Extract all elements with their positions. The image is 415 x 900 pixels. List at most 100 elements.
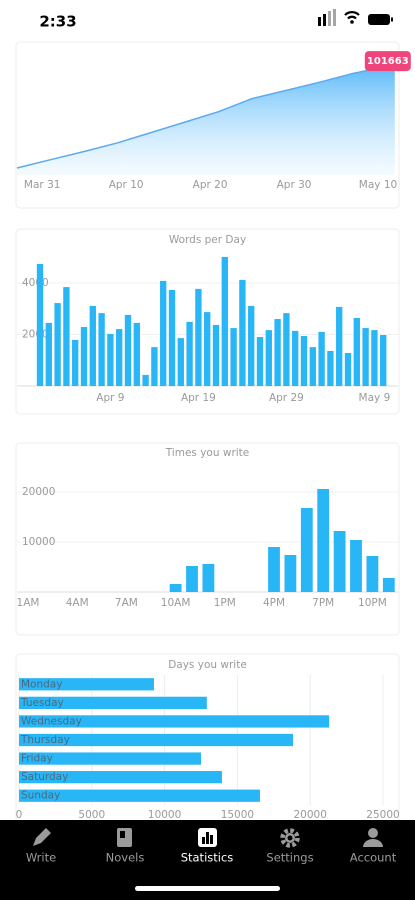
x-tick-label: 1PM xyxy=(214,597,236,609)
bar xyxy=(36,263,44,386)
chart-title: Days you write xyxy=(168,659,247,671)
bar xyxy=(195,288,202,386)
bar xyxy=(63,287,70,386)
bar xyxy=(318,331,325,386)
bar xyxy=(54,303,61,386)
bar xyxy=(265,330,272,386)
bar xyxy=(19,678,154,691)
bar xyxy=(362,328,369,386)
bar xyxy=(274,319,281,386)
bar xyxy=(19,733,294,747)
x-tick-label: 20000 xyxy=(293,809,326,821)
bar xyxy=(89,305,96,386)
x-tick-label: 4PM xyxy=(263,597,285,609)
x-tick-label: 1AM xyxy=(17,597,40,609)
home-indicator xyxy=(135,886,280,891)
x-tick-label: 10PM xyxy=(358,597,387,609)
bar xyxy=(19,771,222,784)
category-label: Monday xyxy=(21,678,62,690)
bar xyxy=(353,318,360,386)
x-tick-label: Apr 19 xyxy=(181,392,216,404)
bar xyxy=(350,540,362,592)
bar xyxy=(19,715,330,728)
x-tick-label: May 10 xyxy=(359,179,397,191)
bar xyxy=(160,280,167,386)
bar xyxy=(239,279,246,386)
bar xyxy=(309,347,316,386)
bar xyxy=(19,696,207,709)
x-tick-label: 0 xyxy=(16,809,23,821)
x-tick-label: Apr 9 xyxy=(96,392,124,404)
bar xyxy=(133,322,140,386)
bar xyxy=(212,324,220,386)
x-tick-label: 4AM xyxy=(66,597,89,609)
bar xyxy=(344,353,352,386)
x-tick-label: Apr 20 xyxy=(193,179,228,191)
line xyxy=(16,63,396,169)
bar xyxy=(72,339,79,386)
bar xyxy=(186,321,193,386)
x-tick-label: 5000 xyxy=(78,809,105,821)
bar xyxy=(204,312,211,386)
bar xyxy=(221,256,228,386)
bar xyxy=(300,336,308,386)
bar xyxy=(151,347,158,386)
bar xyxy=(256,337,264,386)
category-label: Wednesday xyxy=(21,715,82,727)
x-tick-label: Mar 31 xyxy=(24,179,61,191)
bar xyxy=(327,350,334,386)
tab-label[interactable]: Write xyxy=(26,851,56,865)
chart-title: Times you write xyxy=(165,447,250,459)
bar xyxy=(202,564,215,592)
bar xyxy=(283,313,290,386)
status-time: 2:33 xyxy=(39,13,76,31)
tab-icons xyxy=(33,828,383,848)
x-tick-label: May 9 xyxy=(359,392,391,404)
bar xyxy=(380,335,387,386)
y-tick-label: 4000 xyxy=(22,277,49,289)
area-fill xyxy=(17,64,395,175)
category-label: Saturday xyxy=(21,771,68,783)
bar xyxy=(382,578,395,592)
tab-label[interactable]: Settings xyxy=(266,851,313,865)
y-tick-label: 20000 xyxy=(22,486,55,498)
x-tick-label: Apr 10 xyxy=(109,179,144,191)
tab-label[interactable]: Account xyxy=(350,851,397,865)
y-tick-label: 10000 xyxy=(22,536,55,548)
bar xyxy=(98,313,105,386)
value-badge-label: 101663 xyxy=(367,56,409,67)
x-tick-label: 25000 xyxy=(366,809,399,821)
chart-title: Words per Day xyxy=(169,234,246,246)
bar xyxy=(177,338,184,386)
bar xyxy=(116,329,123,386)
bar xyxy=(142,374,149,386)
value-badge xyxy=(364,51,411,72)
x-tick-label: 15000 xyxy=(221,809,254,821)
bar xyxy=(317,489,330,592)
tab-label[interactable]: Statistics xyxy=(181,851,234,865)
bar xyxy=(45,322,52,386)
category-label: Tuesday xyxy=(20,697,64,709)
bar xyxy=(248,305,255,386)
bar xyxy=(186,566,198,592)
bar xyxy=(19,789,260,802)
bar xyxy=(169,584,182,592)
x-tick-label: 7AM xyxy=(115,597,138,609)
bar xyxy=(371,330,378,386)
y-tick-label: 2000 xyxy=(22,328,49,340)
x-tick-label: Apr 29 xyxy=(269,392,304,404)
tabs: Write Novels Statistics Settings Account xyxy=(26,851,397,865)
bar xyxy=(284,555,297,592)
tab-label[interactable]: Novels xyxy=(106,851,145,865)
bar xyxy=(268,547,280,592)
status-icons xyxy=(318,9,393,26)
bar xyxy=(366,556,379,592)
x-tick-label: 10AM xyxy=(161,597,191,609)
charts: Mar 31 Apr 10 Apr 20 Apr 30 May 10 101663 Word… xyxy=(16,51,411,821)
bar xyxy=(336,306,343,386)
bar xyxy=(300,508,313,592)
bar xyxy=(230,328,237,386)
bar xyxy=(80,327,88,386)
